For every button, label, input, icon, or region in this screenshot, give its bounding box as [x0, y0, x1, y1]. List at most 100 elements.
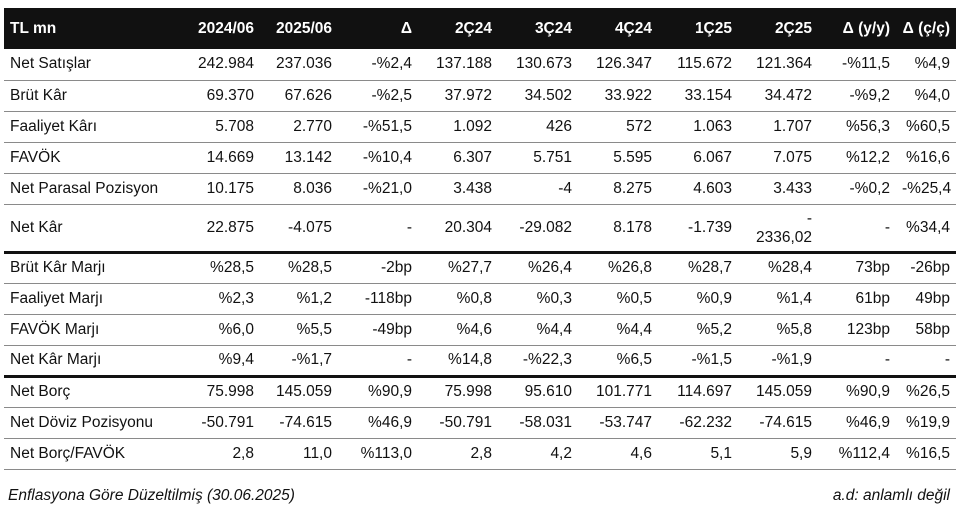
- table-cell: 73bp: [855, 259, 890, 276]
- table-cell: %26,8: [608, 259, 652, 276]
- table-cell: -: [884, 218, 890, 236]
- table-cell: -%22,3: [522, 351, 572, 368]
- table-row: Brüt Kâr 69.370 67.626 -%2,5 37.972 34.502 33.…: [4, 80, 956, 111]
- table-cell: -53.747: [599, 413, 652, 431]
- table-cell: %0,8: [456, 289, 492, 307]
- table-cell: 2,8: [232, 444, 254, 462]
- footnote-inflation-adjusted: Enflasyona Göre Düzeltilmiş (30.06.2025): [8, 487, 295, 504]
- table-cell: 75.998: [206, 383, 254, 400]
- row-label: Net Borç: [10, 383, 71, 400]
- table-cell: -58.031: [519, 413, 572, 431]
- table-cell: 7.075: [773, 148, 812, 166]
- table-cell: %28,5: [210, 259, 254, 276]
- table-cell: %16,6: [906, 148, 950, 166]
- column-header: Δ (ç/ç): [896, 8, 956, 49]
- table-cell: %90,9: [368, 383, 412, 400]
- table-cell: 5.708: [215, 117, 254, 135]
- row-label: Net Borç/FAVÖK: [10, 444, 126, 462]
- table-cell: 2.770: [293, 117, 332, 135]
- table-header-row: TL mn 2024/06 2025/06 Δ 2Ç24 3Ç24 4Ç24 1Ç25 2Ç25…: [4, 8, 956, 49]
- table-cell: 237.036: [275, 55, 332, 73]
- table-cell: 20.304: [444, 218, 492, 236]
- table-cell: -%11,5: [842, 55, 890, 73]
- table-cell: 4.603: [693, 179, 732, 197]
- column-header: 2Ç24: [418, 8, 498, 49]
- table-cell: 1.063: [693, 117, 732, 135]
- table-cell: %4,0: [914, 86, 950, 104]
- table-cell: 34.472: [764, 86, 812, 104]
- table-cell: 1.707: [773, 117, 812, 135]
- table-cell: 61bp: [855, 289, 890, 307]
- table-cell: %46,9: [846, 413, 890, 431]
- table-cell: -%0,2: [849, 179, 891, 197]
- table-cell: %113,0: [360, 444, 412, 462]
- table-cell: 2,8: [470, 444, 492, 462]
- table-cell: %12,2: [846, 148, 890, 166]
- table-row: FAVÖK 14.669 13.142 -%10,4 6.307 5.751 5.595 6.…: [4, 142, 956, 173]
- table-row: Net Parasal Pozisyon 10.175 8.036 -%21,0 3.4…: [4, 173, 956, 204]
- table-cell: 130.673: [515, 55, 572, 73]
- table-cell: %56,3: [846, 117, 890, 135]
- table-row: Net Satışlar 242.984 237.036 -%2,4 137.188 13…: [4, 49, 956, 80]
- table-cell: 11,0: [302, 444, 332, 462]
- table-cell: %112,4: [838, 444, 890, 462]
- row-label: Faaliyet Kârı: [10, 117, 98, 135]
- table-cell: %4,4: [536, 320, 572, 338]
- table-cell: -: [406, 218, 412, 236]
- row-label: Net Döviz Pozisyonu: [10, 413, 154, 431]
- row-label: Brüt Kâr Marjı: [10, 259, 106, 276]
- table-cell: %26,4: [528, 259, 572, 276]
- table-cell: -4: [558, 179, 572, 197]
- table-cell: %28,4: [768, 259, 812, 276]
- column-header: 3Ç24: [498, 8, 578, 49]
- table-cell: -%51,5: [362, 117, 412, 135]
- table-cell: -%1,9: [771, 351, 813, 368]
- table-cell: 49bp: [915, 289, 950, 307]
- row-label: Net Kâr: [10, 218, 63, 236]
- table-cell: -62.232: [679, 413, 732, 431]
- table-cell: -: [884, 351, 890, 368]
- table-row: FAVÖK Marjı %6,0 %5,5 -49bp %4,6 %4,4 %4,4 %5,2…: [4, 314, 956, 345]
- table-cell: 121.364: [755, 55, 812, 73]
- financial-summary-table: TL mn 2024/06 2025/06 Δ 2Ç24 3Ç24 4Ç24 1Ç25 2Ç25…: [4, 8, 956, 470]
- table-cell: %26,5: [906, 383, 950, 400]
- table-cell: 8.178: [613, 218, 652, 236]
- table-cell: %28,7: [688, 259, 732, 276]
- table-cell: 145.059: [275, 383, 332, 400]
- table-cell: -49bp: [372, 320, 412, 338]
- column-header: 1Ç25: [658, 8, 738, 49]
- table-row: Net Borç/FAVÖK 2,8 11,0 %113,0 2,8 4,2 4,6 5,1 5…: [4, 438, 956, 469]
- table-cell: 14.669: [206, 148, 254, 166]
- table-cell: 3.433: [773, 179, 812, 197]
- table-cell: 33.154: [684, 86, 732, 104]
- table-cell: 101.771: [595, 383, 652, 400]
- column-header: 2024/06: [180, 8, 260, 49]
- table-cell: %9,4: [218, 351, 254, 368]
- table-cell: 115.672: [677, 55, 732, 73]
- table-cell: -%9,2: [849, 86, 891, 104]
- table-cell: 4,6: [630, 444, 652, 462]
- table-cell: -%25,4: [902, 179, 952, 197]
- table-cell: 58bp: [915, 320, 950, 338]
- table-cell: -118bp: [364, 289, 412, 307]
- table-cell: -: [406, 351, 412, 368]
- table-cell: -74.615: [759, 413, 812, 431]
- table-cell: %4,9: [914, 55, 950, 73]
- table-cell: -4.075: [288, 218, 332, 236]
- row-label: Net Kâr Marjı: [10, 351, 102, 368]
- table-cell: 10.175: [206, 179, 254, 197]
- table-cell: 22.875: [206, 218, 254, 236]
- table-cell: 126.347: [595, 55, 652, 73]
- table-body: Net Satışlar 242.984 237.036 -%2,4 137.188 13…: [4, 49, 956, 469]
- table-cell: -50.791: [201, 413, 254, 431]
- table-cell: 6.307: [453, 148, 492, 166]
- table-cell: -2bp: [380, 259, 412, 276]
- table-cell: -%2,4: [371, 55, 413, 73]
- table-cell: 6.067: [693, 148, 732, 166]
- table-row: Faaliyet Kârı 5.708 2.770 -%51,5 1.092 426 572…: [4, 111, 956, 142]
- table-row: Brüt Kâr Marjı %28,5 %28,5 -2bp %27,7 %26,4 %2…: [4, 252, 956, 283]
- table-cell: -%1,7: [291, 351, 333, 368]
- table-cell: %5,2: [696, 320, 732, 338]
- table-cell: 37.972: [444, 86, 492, 104]
